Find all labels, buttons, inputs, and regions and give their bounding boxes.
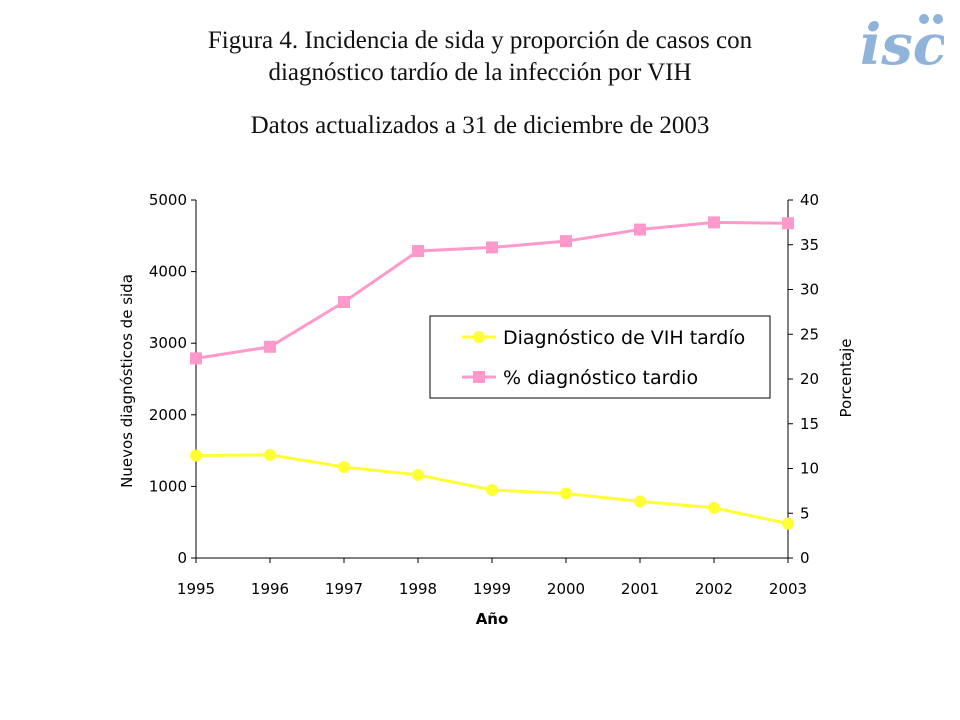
data-point-percent	[560, 235, 572, 248]
y-left-tick-label: 3000	[149, 334, 187, 352]
y-right-tick-label: 35	[800, 236, 819, 254]
data-point-count	[338, 461, 350, 474]
data-point-percent	[782, 217, 794, 230]
chart-legend: Diagnóstico de VIH tardío % diagnóstico t…	[429, 315, 771, 399]
y-left-tick-label: 1000	[149, 477, 187, 495]
data-point-count	[560, 487, 572, 500]
chart-subtitle: Datos actualizados a 31 de diciembre de …	[250, 112, 710, 139]
data-point-percent	[338, 296, 350, 309]
data-point-count	[782, 517, 794, 530]
data-point-count	[486, 483, 498, 496]
logo-text: isc	[860, 12, 944, 74]
chart-title-line-2: diagnóstico tardío de la infección por V…	[268, 59, 692, 86]
isc-logo: isc	[860, 12, 944, 74]
x-tick-label: 2000	[547, 580, 585, 598]
y-right-tick-label: 10	[800, 460, 819, 478]
x-tick-label: 1999	[473, 580, 511, 598]
data-point-percent	[708, 216, 720, 229]
x-tick-label: 1996	[251, 580, 289, 598]
legend-swatch-marker	[473, 331, 485, 343]
y-right-tick-label: 15	[800, 415, 819, 433]
y-left-tick-label: 0	[177, 549, 187, 567]
data-point-percent	[264, 340, 276, 353]
data-point-count	[264, 448, 276, 461]
legend-swatch-marker	[473, 371, 485, 383]
y-axis-right-label: Porcentaje	[837, 339, 855, 418]
data-point-percent	[190, 352, 202, 365]
data-point-count	[634, 495, 646, 508]
y-left-tick-label: 5000	[149, 191, 187, 209]
data-point-percent	[634, 223, 646, 236]
legend-label: Diagnóstico de VIH tardío	[503, 327, 745, 349]
x-tick-label: 2001	[621, 580, 659, 598]
y-right-tick-label: 0	[800, 549, 810, 567]
x-tick-label: 1995	[177, 580, 215, 598]
x-tick-label: 2002	[695, 580, 733, 598]
x-tick-label: 2003	[769, 580, 807, 598]
chart-title-line-1: Figura 4. Incidencia de sida y proporció…	[207, 27, 753, 54]
chart-series	[190, 216, 794, 530]
chart-axes: 0 1000 2000 3000 4000 5000 0 5 10 15 20 25 30 35 40 199…	[118, 191, 855, 628]
data-point-percent	[412, 245, 424, 258]
data-point-count	[708, 501, 720, 514]
legend-label: % diagnóstico tardio	[503, 367, 698, 389]
x-tick-label: 1997	[325, 580, 363, 598]
data-point-count	[190, 449, 202, 462]
data-point-count	[412, 468, 424, 481]
x-axis-label: Año	[476, 610, 509, 628]
y-left-tick-label: 4000	[149, 263, 187, 281]
data-point-percent	[486, 241, 498, 254]
y-right-tick-label: 25	[800, 325, 819, 343]
x-tick-label: 1998	[399, 580, 437, 598]
y-left-tick-label: 2000	[149, 406, 187, 424]
y-right-tick-label: 20	[800, 370, 819, 388]
y-right-tick-label: 30	[800, 281, 819, 299]
legend-box	[429, 315, 771, 399]
y-right-tick-label: 40	[800, 191, 819, 209]
y-right-tick-label: 5	[800, 504, 810, 522]
y-axis-left-label: Nuevos diagnósticos de sida	[118, 274, 136, 488]
